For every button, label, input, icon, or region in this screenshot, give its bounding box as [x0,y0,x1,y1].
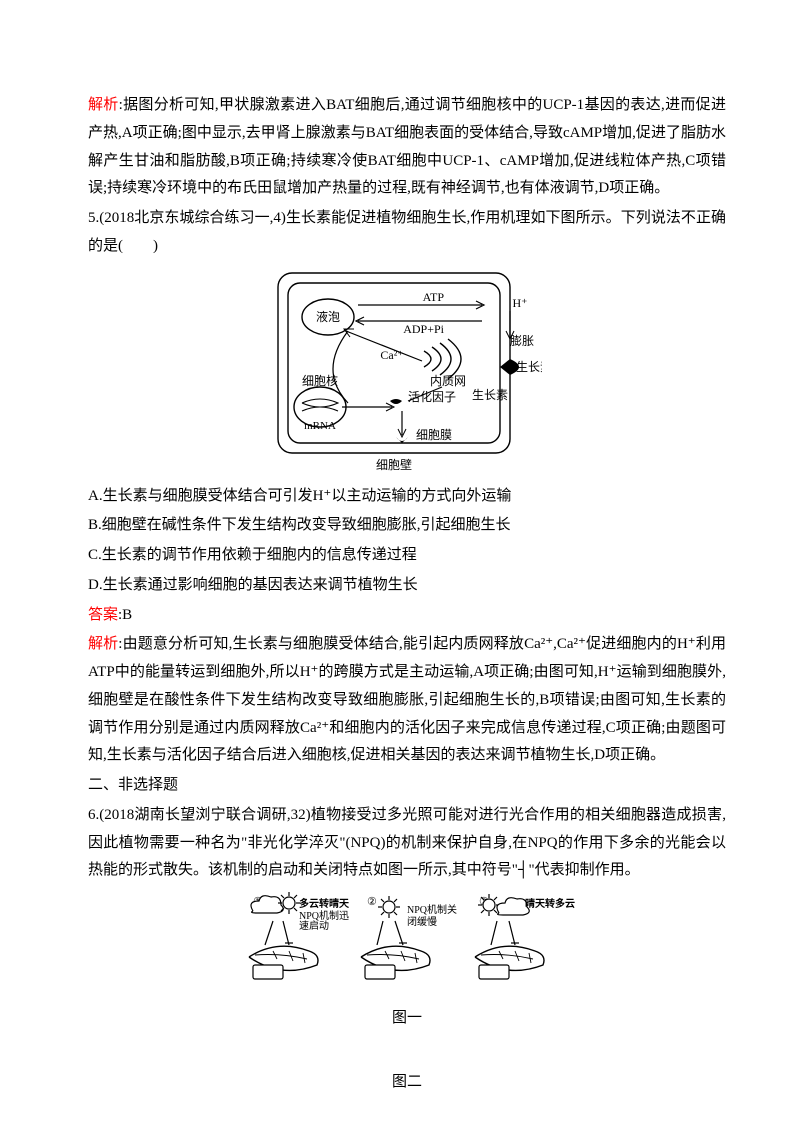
answer-text: :B [118,607,132,623]
q5-option-b: B.细胞壁在碱性条件下发生结构改变导致细胞膨胀,引起细胞生长 [88,512,726,540]
panel-t3-1: 闭缓慢 [407,915,437,928]
q4-analysis: 解析:据图分析可知,甲状腺激素进入BAT细胞后,通过调节细胞核中的UCP-1基因… [88,92,726,203]
label-atp: ATP [423,290,445,304]
label-mrna: mRNA [304,420,336,432]
label-membrane: 细胞膜 [416,428,452,442]
section-2-heading: 二、非选择题 [88,772,726,800]
panel-t2-1: NPQ机制关 [407,903,457,916]
label-h: H⁺ [513,296,528,310]
q5-option-d: D.生长素通过影响细胞的基因表达来调节植物生长 [88,572,726,600]
q5-option-c: C.生长素的调节作用依赖于细胞内的信息传递过程 [88,542,726,570]
fig2-caption: 图二 [88,1069,726,1097]
panel-num-1: ② [367,896,377,908]
analysis-text: :由题意分析可知,生长素与细胞膜受体结合,能引起内质网释放Ca²⁺,Ca²⁺促进… [88,636,726,763]
answer-label: 答案 [88,607,118,623]
label-wall: 细胞壁 [376,457,412,472]
label-adp: ADP+Pi [403,322,444,336]
label-ca: Ca²⁺ [380,348,403,362]
analysis-text: :据图分析可知,甲状腺激素进入BAT细胞后,通过调节细胞核中的UCP-1基因的表… [88,97,726,196]
fig1-caption: 图一 [88,1005,726,1033]
label-swell: 膨胀 [510,334,534,348]
q6-figure-1: ① 多云转晴天 NPQ机制迅 速启动 ② NPQ机制关 闭缓慢 [237,891,577,999]
q5-analysis: 解析:由题意分析可知,生长素与细胞膜受体结合,能引起内质网释放Ca²⁺,Ca²⁺… [88,631,726,770]
q5-diagram: 液泡 细胞核 mRNA 内质网 生长素 生长素 ATP ADP+Pi H⁺ 膨胀… [272,267,542,477]
panel-t1-2: 晴天转多云 [525,897,575,910]
label-factor: 活化因子 [408,390,456,404]
label-auxin1: 生长素 [516,360,542,374]
label-nucleus: 细胞核 [302,374,338,388]
q5-answer: 答案:B [88,602,726,630]
label-auxin2: 生长素 [472,388,508,402]
q6-stem: 6.(2018湖南长望浏宁联合调研,32)植物接受过多光照可能对进行光合作用的相… [88,802,726,885]
panel-t1-0: 多云转晴天 [299,897,350,910]
label-vacuole: 液泡 [316,309,340,324]
q5-option-a: A.生长素与细胞膜受体结合可引发H⁺以主动运输的方式向外运输 [88,483,726,511]
label-er: 内质网 [430,374,466,388]
analysis-label: 解析 [88,636,118,652]
q5-stem: 5.(2018北京东城综合练习一,4)生长素能促进植物细胞生长,作用机理如下图所… [88,205,726,261]
panel-t3-0: 速启动 [299,919,329,932]
analysis-label: 解析 [88,97,119,113]
